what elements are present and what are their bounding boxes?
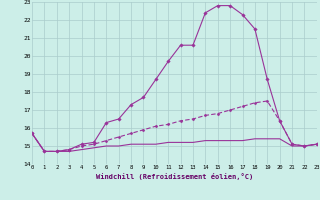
X-axis label: Windchill (Refroidissement éolien,°C): Windchill (Refroidissement éolien,°C) xyxy=(96,173,253,180)
